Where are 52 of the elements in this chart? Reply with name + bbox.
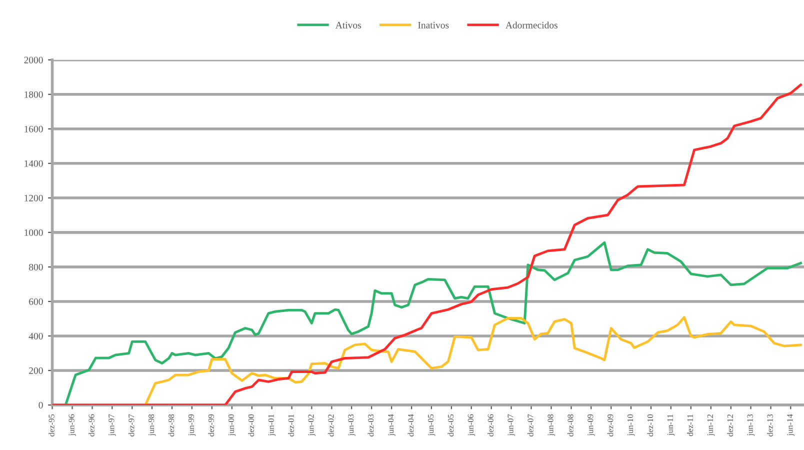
x-tick-label: dez-95: [48, 414, 54, 436]
x-tick-label: jun-14: [787, 414, 794, 436]
x-tick-label: dez-09: [607, 414, 614, 436]
x-tick-label: jun-10: [627, 414, 635, 436]
legend-label: Ativos: [335, 22, 361, 28]
x-tick-label: dez-10: [647, 414, 654, 436]
x-tick-label: jun-00: [228, 414, 236, 436]
y-tick-label: 1600: [24, 126, 43, 132]
x-tick-label: dez-11: [687, 414, 693, 436]
y-tick-label: 1000: [24, 229, 43, 236]
y-tick-label: 600: [29, 298, 43, 305]
legend-label: Adormecidos: [506, 22, 558, 28]
x-tick-label: jun-09: [588, 414, 595, 436]
x-tick-label: jun-07: [508, 414, 516, 436]
y-tick-label: 1400: [24, 160, 43, 167]
x-tick-label: dez-12: [727, 414, 733, 436]
x-tick-label: dez-97: [128, 414, 134, 436]
x-tick-label: dez-03: [368, 414, 374, 436]
x-tick-label: jun-05: [428, 414, 436, 436]
x-tick-label: dez-99: [208, 414, 214, 436]
x-tick-label: dez-02: [328, 414, 334, 436]
y-tick-label: 1800: [24, 91, 43, 98]
y-tick-label: 400: [28, 332, 43, 340]
x-tick-label: dez-00: [248, 414, 254, 436]
x-tick-label: jun-08: [548, 414, 556, 436]
x-tick-label: dez-04: [408, 414, 414, 436]
x-tick-label: jun-99: [188, 414, 196, 436]
y-tick-label: 200: [29, 367, 43, 374]
x-tick-label: jun-12: [707, 414, 715, 436]
x-tick-label: dez-01: [288, 414, 294, 436]
y-tick-label: 1200: [24, 194, 43, 202]
x-tick-label: dez-13: [767, 414, 773, 436]
x-tick-label: dez-05: [448, 414, 454, 436]
legend-label: Inativos: [418, 22, 449, 28]
x-tick-label: jun-01: [268, 414, 276, 436]
x-tick-label: jun-97: [108, 414, 116, 436]
x-tick-label: dez-08: [567, 414, 574, 436]
x-tick-label: jun-13: [747, 414, 755, 436]
x-tick-label: dez-96: [88, 414, 94, 436]
x-tick-label: jun-03: [348, 414, 356, 436]
y-tick-label: 800: [29, 264, 43, 270]
x-tick-label: dez-98: [168, 414, 174, 436]
x-tick-label: jun-11: [667, 414, 675, 436]
y-tick-label: 0: [38, 402, 43, 408]
x-tick-label: jun-98: [148, 414, 156, 436]
y-tick-label: 2000: [24, 56, 43, 64]
x-tick-label: jun-06: [468, 414, 476, 436]
x-tick-label: dez-07: [527, 414, 534, 436]
x-tick-label: jun-02: [308, 414, 316, 436]
x-tick-label: jun-04: [388, 414, 396, 436]
x-tick-label: dez-06: [488, 414, 494, 436]
x-tick-label: jun-96: [68, 414, 76, 436]
